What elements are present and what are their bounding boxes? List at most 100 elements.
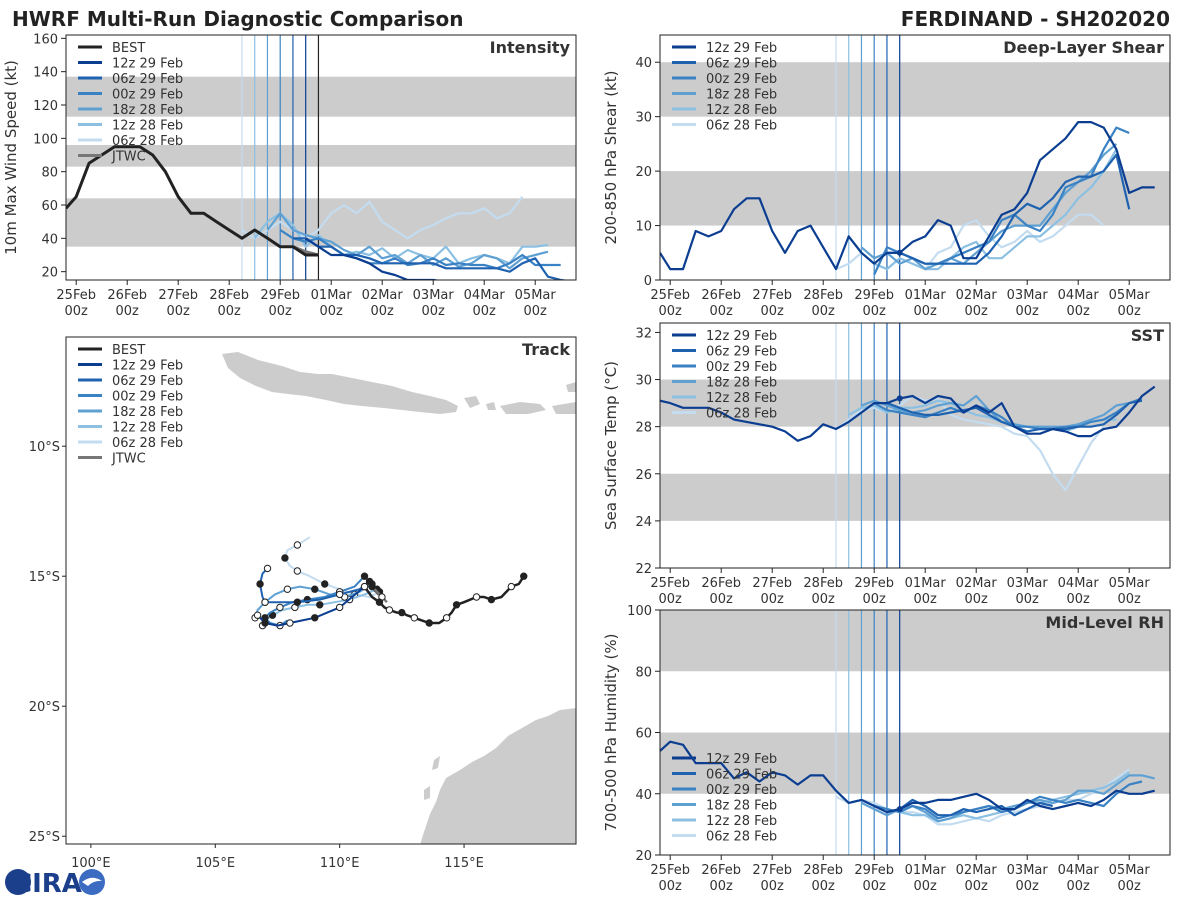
x-tick-label: 00z <box>659 592 683 607</box>
x-tick-label: 00z <box>1016 592 1040 607</box>
tracks-group <box>251 536 528 630</box>
x-tick-label: 00z <box>812 304 836 319</box>
rh-panel: 2040608010025Feb00z26Feb00z27Feb00z28Feb… <box>602 604 1171 894</box>
lat-tick-label: 15°S <box>29 570 60 585</box>
x-tick-label: 01Mar <box>905 576 947 591</box>
series-line <box>848 399 1117 433</box>
track-point <box>263 564 272 573</box>
x-tick-label: 04Mar <box>464 288 506 303</box>
track-point <box>293 567 302 575</box>
track-point <box>253 611 262 619</box>
x-tick-label: 05Mar <box>1109 863 1151 878</box>
x-tick-label: 05Mar <box>1109 288 1151 303</box>
intensity-panel: 2040608010012014016025Feb00z26Feb00z27Fe… <box>2 32 577 319</box>
track-point <box>293 541 302 549</box>
x-tick-label: 00z <box>761 304 785 319</box>
logo-globe-icon <box>5 869 31 895</box>
lon-tick-label: 100°E <box>71 856 111 871</box>
x-tick-label: 27Feb <box>752 288 792 303</box>
series-line <box>241 196 524 240</box>
x-tick-label: 00z <box>65 304 89 319</box>
x-tick-label: 29Feb <box>854 288 894 303</box>
threshold-band <box>660 610 1170 672</box>
init-marker <box>896 806 903 813</box>
x-tick-label: 03Mar <box>1007 863 1049 878</box>
landmass-java <box>222 352 458 414</box>
x-tick-label: 04Mar <box>1058 576 1100 591</box>
x-tick-label: 00z <box>710 304 734 319</box>
x-tick-label: 26Feb <box>701 863 741 878</box>
landmass-bali <box>464 396 480 408</box>
y-axis-label: Sea Surface Temp (°C) <box>602 361 620 530</box>
legend-label: 18z 28 Feb <box>706 88 777 103</box>
x-tick-label: 03Mar <box>1007 288 1049 303</box>
x-tick-label: 00z <box>914 592 938 607</box>
x-tick-label: 00z <box>218 304 242 319</box>
legend-label: 06z 28 Feb <box>706 830 777 845</box>
plot-frame <box>659 322 1171 569</box>
series-line <box>660 120 1155 271</box>
track-panel: 100°E 105°E 110°E 115°E 10°S 15°S 20°S 25°S Trac… <box>29 336 577 871</box>
x-tick-label: 28Feb <box>803 863 843 878</box>
panel-title: SST <box>1131 326 1164 345</box>
y-tick-label: 100 <box>33 132 58 147</box>
x-tick-label: 03Mar <box>1007 576 1049 591</box>
y-tick-label: 10 <box>635 220 652 235</box>
track-point <box>261 598 269 606</box>
legend-label: 12z 29 Feb <box>112 57 183 72</box>
x-tick-label: 00z <box>116 304 140 319</box>
panel-title: Track <box>522 340 570 359</box>
y-tick-label: 40 <box>41 232 58 247</box>
legend-label: JTWC <box>111 452 146 467</box>
panel-title: Intensity <box>490 38 571 57</box>
x-tick-label: 28Feb <box>803 576 843 591</box>
landmass-flores <box>552 402 576 414</box>
x-tick-label: 26Feb <box>701 288 741 303</box>
legend-label: 06z 28 Feb <box>706 407 777 422</box>
x-tick-label: 04Mar <box>1058 863 1100 878</box>
x-tick-label: 00z <box>1118 879 1142 894</box>
y-tick-label: 28 <box>635 421 652 436</box>
track-point <box>281 554 289 562</box>
lon-tick-label: 110°E <box>320 856 360 871</box>
x-tick-label: 00z <box>1118 304 1142 319</box>
y-tick-label: 22 <box>635 562 652 577</box>
legend-label: 12z 28 Feb <box>112 421 183 436</box>
y-axis-label: 10m Max Wind Speed (kt) <box>2 60 20 255</box>
track-point <box>316 601 324 609</box>
track-point <box>256 580 264 588</box>
legend-label: 06z 28 Feb <box>112 436 183 451</box>
x-tick-label: 05Mar <box>515 288 557 303</box>
track-point <box>410 614 418 622</box>
y-tick-label: 30 <box>635 111 652 126</box>
landmass-island <box>566 382 576 392</box>
x-tick-label: 29Feb <box>854 576 894 591</box>
y-tick-label: 20 <box>635 165 652 180</box>
x-tick-label: 29Feb <box>854 863 894 878</box>
legend-label: JTWC <box>111 150 146 165</box>
legend-label: 18z 28 Feb <box>112 103 183 118</box>
track-point <box>293 598 302 606</box>
track-point <box>472 593 481 601</box>
series-group <box>66 145 569 280</box>
series-line <box>293 237 569 280</box>
x-tick-label: 00z <box>167 304 191 319</box>
y-tick-label: 30 <box>635 374 652 389</box>
threshold-band <box>660 732 1170 794</box>
series-group <box>660 740 1155 826</box>
x-tick-label: 01Mar <box>905 288 947 303</box>
series-line <box>660 740 1155 814</box>
shear-panel: 01020304025Feb00z26Feb00z27Feb00z28Feb00… <box>602 34 1171 319</box>
x-tick-label: 00z <box>914 879 938 894</box>
cira-logo: CIRA <box>5 869 105 899</box>
x-tick-label: 00z <box>1016 879 1040 894</box>
legend-label: 12z 28 Feb <box>706 391 777 406</box>
x-tick-label: 00z <box>761 879 785 894</box>
logo-text: CIRA <box>13 869 82 899</box>
y-tick-label: 20 <box>41 266 58 281</box>
legend-label: 06z 29 Feb <box>706 57 777 72</box>
map-frame <box>65 336 577 845</box>
series-line <box>886 798 1053 817</box>
landmass-islet <box>424 786 430 800</box>
track-point <box>507 582 516 591</box>
